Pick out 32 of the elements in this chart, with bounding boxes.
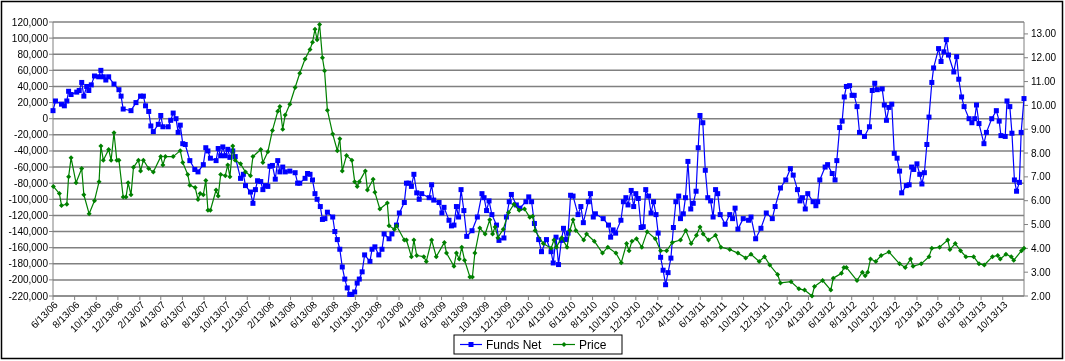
y2-tick-label: 4.00 [1031, 242, 1051, 254]
y-tick-label: -80,000 [14, 177, 49, 189]
y2-tick-label: 12.00 [1031, 52, 1057, 64]
y2-tick-label: 9.00 [1031, 123, 1051, 135]
y-tick-label: 60,000 [17, 64, 49, 76]
y-tick-label: 80,000 [17, 48, 49, 60]
y-tick-label: -180,000 [8, 258, 49, 270]
y-tick-label: 20,000 [17, 97, 49, 109]
y-tick-label: -40,000 [14, 145, 49, 157]
y2-tick-label: 3.00 [1031, 266, 1051, 278]
y-tick-label: -60,000 [14, 161, 49, 173]
y-tick-label: -120,000 [8, 209, 49, 221]
y-tick-label: 120,000 [11, 16, 49, 28]
y2-tick-label: 6.00 [1031, 195, 1051, 207]
y-tick-label: -20,000 [14, 129, 49, 141]
y-tick-label: -140,000 [8, 226, 49, 238]
y2-tick-label: 13.00 [1031, 28, 1057, 40]
y2-tick-label: 8.00 [1031, 147, 1051, 159]
y-tick-label: -200,000 [8, 274, 49, 286]
legend-label: Funds Net [486, 337, 543, 352]
y-tick-label: 100,000 [11, 32, 49, 44]
y2-tick-label: 10.00 [1031, 99, 1057, 111]
y2-tick-label: 5.00 [1031, 219, 1051, 231]
y-tick-label: -220,000 [8, 290, 49, 302]
y-tick-label: -100,000 [8, 193, 49, 205]
y-tick-label: -160,000 [8, 242, 49, 254]
y-tick-label: 0 [42, 113, 49, 125]
y2-tick-label: 7.00 [1031, 171, 1051, 183]
y-tick-label: 40,000 [17, 80, 49, 92]
y2-tick-label: 2.00 [1031, 290, 1051, 302]
legend-label: Price [579, 337, 607, 352]
y2-tick-label: 11.00 [1031, 76, 1056, 88]
